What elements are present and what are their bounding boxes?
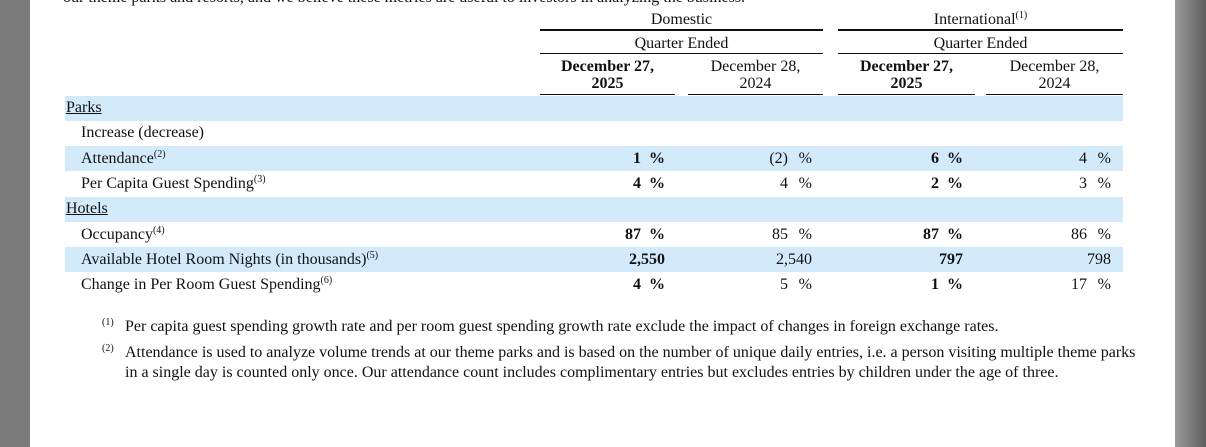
row-band bbox=[65, 196, 1123, 222]
cell-value: 85 bbox=[772, 225, 788, 243]
cell-unit: % bbox=[1097, 149, 1111, 167]
column-header: 2025 bbox=[890, 75, 923, 92]
cell-value: 86 bbox=[1071, 225, 1087, 243]
row-label-text: Change in Per Room Guest Spending bbox=[81, 276, 321, 294]
cell-unit: % bbox=[1097, 276, 1111, 294]
footnote-text: Per capita guest spending growth rate an… bbox=[125, 318, 999, 335]
column-header: 2025 bbox=[591, 75, 624, 92]
section-header: Hotels bbox=[66, 200, 108, 218]
cell-value: 4 bbox=[633, 174, 641, 192]
row-label: Increase (decrease) bbox=[81, 124, 204, 142]
footnote-text: Attendance is used to analyze volume tre… bbox=[125, 344, 1136, 381]
cell-unit: % bbox=[649, 225, 665, 243]
column-rule bbox=[986, 94, 1123, 95]
footnote-ref: (1) bbox=[1015, 10, 1028, 21]
cell-value: (2) bbox=[769, 149, 788, 167]
cell-value: 2,550 bbox=[629, 250, 665, 268]
column-header: December 27, bbox=[860, 58, 953, 75]
cell-value: 17 bbox=[1071, 276, 1087, 294]
group-title-text: Domestic bbox=[650, 11, 713, 28]
section-header: Parks bbox=[66, 99, 102, 116]
row-label: Change in Per Room Guest Spending(6) bbox=[81, 276, 332, 294]
group-title: Domestic bbox=[540, 11, 823, 29]
row-label-text: Per Capita Guest Spending bbox=[81, 174, 254, 192]
subtitle-rule bbox=[540, 53, 823, 54]
document-page: our theme parks and resorts, and we beli… bbox=[30, 0, 1175, 447]
cell-value: 4 bbox=[780, 174, 788, 192]
cell-value: 5 bbox=[780, 276, 788, 294]
row-label: Per Capita Guest Spending(3) bbox=[81, 173, 266, 193]
row-band bbox=[65, 95, 1123, 121]
group-title: International(1) bbox=[838, 11, 1123, 29]
group-rule bbox=[838, 29, 1123, 31]
group-subtitle: Quarter Ended bbox=[634, 35, 729, 52]
column-header: December 27, bbox=[561, 58, 654, 75]
cell-value: 6 bbox=[931, 149, 939, 167]
cell-unit: % bbox=[1097, 174, 1111, 192]
cell-unit: % bbox=[947, 225, 963, 243]
row-label: Available Hotel Room Nights (in thousand… bbox=[81, 249, 379, 269]
footnote-ref: (3) bbox=[253, 173, 266, 185]
cell-unit: % bbox=[798, 149, 812, 167]
cell-unit: % bbox=[798, 276, 812, 294]
row-label-text: Increase (decrease) bbox=[81, 124, 205, 142]
footnote-ref: (5) bbox=[366, 249, 379, 261]
cell-unit: % bbox=[947, 174, 963, 192]
cell-unit: % bbox=[798, 174, 812, 192]
row-band bbox=[65, 146, 1123, 172]
cell-value: 2 bbox=[931, 174, 939, 192]
cell-unit: % bbox=[1097, 225, 1111, 243]
footnote-ref: (6) bbox=[320, 275, 333, 287]
group-subtitle: Quarter Ended bbox=[933, 35, 1028, 52]
intro-text: our theme parks and resorts, and we beli… bbox=[63, 0, 745, 7]
column-rule bbox=[540, 94, 675, 95]
row-band bbox=[65, 247, 1123, 273]
cell-value: 2,540 bbox=[776, 250, 812, 268]
cell-value: 3 bbox=[1079, 174, 1087, 192]
cell-value: 87 bbox=[923, 225, 939, 243]
column-rule bbox=[688, 94, 823, 95]
column-header: 2024 bbox=[1038, 75, 1071, 92]
column-header: December 28, bbox=[710, 58, 801, 75]
cell-unit: % bbox=[649, 149, 665, 167]
footnote-marker: (1) bbox=[102, 317, 114, 328]
cell-value: 797 bbox=[939, 250, 963, 268]
row-label-text: Attendance bbox=[81, 149, 154, 167]
footnote-ref: (2) bbox=[153, 148, 166, 160]
cell-value: 1 bbox=[931, 276, 939, 294]
column-header: 2024 bbox=[739, 75, 772, 92]
cell-value: 1 bbox=[633, 149, 641, 167]
row-label-text: Occupancy bbox=[81, 225, 153, 243]
column-rule bbox=[838, 94, 975, 95]
cell-unit: % bbox=[798, 225, 812, 243]
cell-value: 4 bbox=[1079, 149, 1087, 167]
footnote-marker: (2) bbox=[102, 343, 114, 354]
cell-unit: % bbox=[649, 276, 665, 294]
cell-unit: % bbox=[947, 276, 963, 294]
viewer-edge bbox=[1175, 0, 1206, 447]
row-label: Occupancy(4) bbox=[81, 224, 165, 244]
cell-value: 4 bbox=[633, 276, 641, 294]
group-rule bbox=[540, 29, 823, 31]
cell-value: 798 bbox=[1087, 250, 1111, 268]
cell-value: 87 bbox=[625, 225, 641, 243]
column-header: December 28, bbox=[1009, 58, 1100, 75]
footnote-ref: (4) bbox=[152, 224, 165, 236]
cell-unit: % bbox=[649, 174, 665, 192]
row-label: Attendance(2) bbox=[81, 148, 166, 168]
cell-unit: % bbox=[947, 149, 963, 167]
group-title-text: International bbox=[933, 11, 1016, 28]
row-label-text: Available Hotel Room Nights (in thousand… bbox=[81, 250, 367, 268]
subtitle-rule bbox=[838, 53, 1123, 54]
